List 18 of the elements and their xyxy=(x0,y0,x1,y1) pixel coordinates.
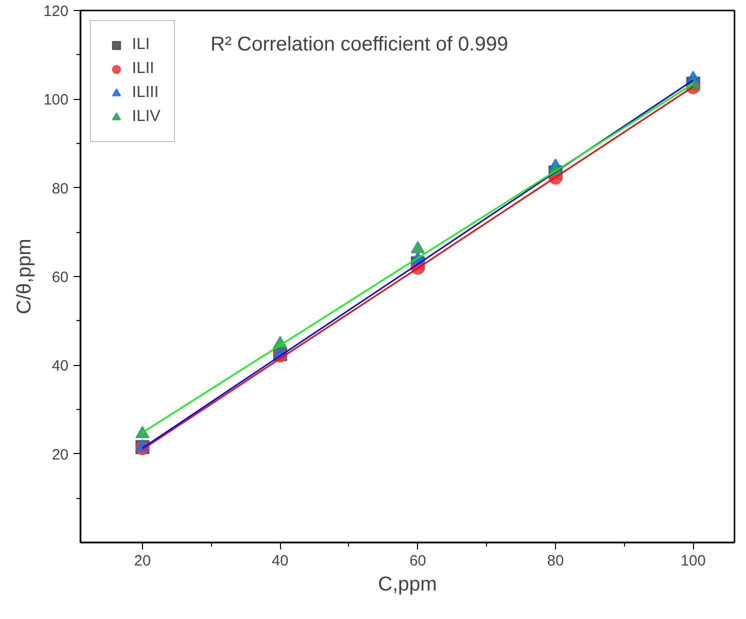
x-tick-label: 100 xyxy=(680,552,706,570)
x-tick-label: 60 xyxy=(409,552,426,570)
y-tick-label: 20 xyxy=(52,446,69,464)
legend-label: ILI xyxy=(132,36,151,54)
x-tick-label: 20 xyxy=(134,552,151,570)
y-tick-label: 80 xyxy=(52,180,69,198)
x-tick-label: 80 xyxy=(547,552,564,570)
x-tick-label: 40 xyxy=(272,552,288,570)
y-tick-label: 60 xyxy=(52,269,69,286)
legend-label: ILIV xyxy=(132,108,160,126)
y-tick-label: 40 xyxy=(52,358,69,375)
annotation: R² Correlation coefficient of 0.999 xyxy=(210,34,508,56)
y-tick-label: 120 xyxy=(43,3,69,20)
x-axis-title: C,ppm xyxy=(378,574,437,596)
y-axis-title: C/θ,ppm xyxy=(13,238,36,314)
legend-label: ILII xyxy=(132,60,154,78)
y-tick-label: 100 xyxy=(43,92,69,109)
legend-label: ILIII xyxy=(132,84,159,102)
